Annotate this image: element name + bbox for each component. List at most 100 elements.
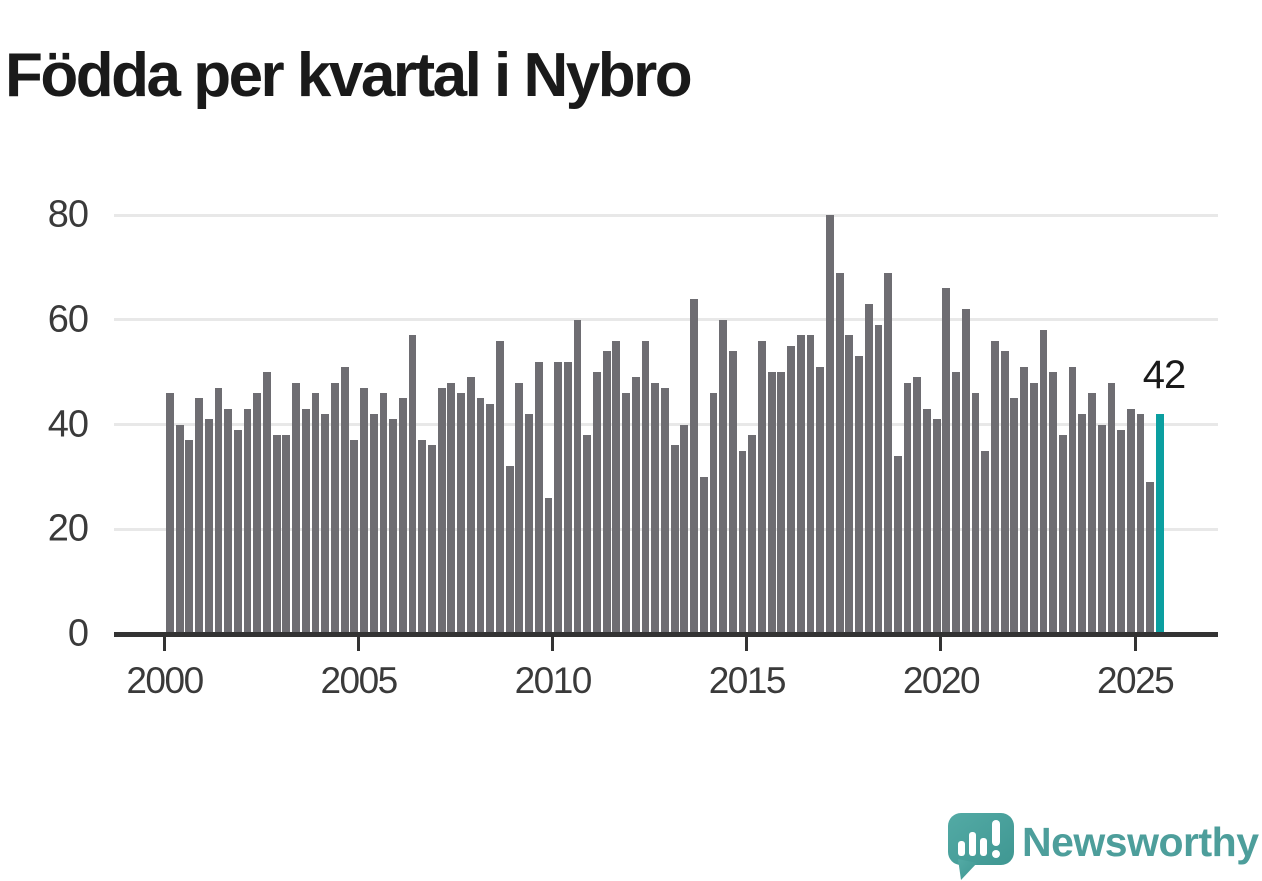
x-tick-2025: [1133, 637, 1137, 651]
bar: [1049, 372, 1058, 634]
bar: [690, 298, 698, 634]
bar: [777, 372, 786, 634]
bar: [408, 335, 417, 634]
bar: [932, 419, 941, 634]
bar: [311, 393, 320, 634]
bar: [651, 382, 660, 634]
x-axis-label-2010: 2010: [514, 660, 593, 701]
bar: [1097, 424, 1106, 634]
y-axis-label-80: 80: [47, 193, 89, 236]
bar: [981, 450, 990, 634]
bar: [204, 419, 213, 634]
bar: [1117, 429, 1125, 634]
bar: [573, 319, 582, 634]
bar: [563, 361, 572, 634]
bar: [748, 434, 757, 634]
bar: [233, 429, 242, 634]
bar: [515, 382, 524, 634]
bar: [796, 335, 805, 634]
bar: [1146, 482, 1155, 634]
x-tick-2015: [745, 637, 749, 651]
bar: [961, 309, 970, 634]
bar: [1078, 414, 1087, 634]
x-tick-2000: [163, 637, 166, 651]
bar: [903, 382, 912, 634]
y-axis-label-0: 0: [67, 612, 89, 655]
y-axis-label-20: 20: [47, 507, 89, 550]
bar: [767, 372, 776, 634]
gridline-60: [114, 318, 1218, 322]
bar: [350, 440, 359, 634]
bar: [884, 272, 893, 634]
bar: [175, 424, 184, 634]
x-tick-2010: [551, 637, 555, 651]
bar: [486, 403, 495, 634]
bar: [1126, 408, 1135, 634]
bar: [1068, 366, 1077, 634]
bar: [709, 393, 718, 634]
bar: [224, 408, 233, 634]
bar: [1088, 393, 1096, 634]
page-title: Födda per kvartal i Nybro: [5, 40, 693, 110]
x-axis-label-2015: 2015: [708, 660, 787, 701]
bar: [1039, 330, 1048, 634]
y-axis-label-40: 40: [47, 403, 89, 446]
bar: [661, 387, 669, 634]
bar: [612, 340, 621, 634]
bar: [437, 387, 446, 634]
bar: [331, 382, 339, 634]
bar: [942, 288, 951, 634]
bar: [360, 387, 368, 634]
bar: [214, 387, 223, 634]
newsworthy-branding: Newsworthy: [948, 813, 1262, 880]
x-axis-line: [114, 632, 1218, 637]
bar: [1010, 398, 1019, 634]
bar: [466, 377, 475, 634]
bar: [631, 377, 640, 634]
x-tick-2005: [357, 637, 361, 651]
bar: [525, 414, 533, 634]
bar: [1020, 366, 1028, 634]
bar: [971, 393, 980, 634]
bar: [428, 445, 436, 634]
bar: [272, 434, 281, 634]
x-axis-label-2020: 2020: [902, 660, 981, 701]
bar: [1029, 382, 1038, 634]
bar: [787, 345, 795, 634]
bar: [554, 361, 563, 634]
bar: [602, 351, 611, 634]
bar: [826, 215, 834, 634]
x-axis-label-2005: 2005: [320, 660, 398, 701]
bar: [496, 340, 504, 634]
bar: [195, 398, 203, 634]
bar: [670, 445, 679, 634]
newsworthy-wordmark: Newsworthy: [1022, 819, 1259, 865]
bar: [583, 434, 592, 634]
bar: [253, 393, 262, 634]
bar: [398, 398, 407, 634]
bar: [874, 324, 883, 634]
bar: [816, 366, 825, 634]
bar: [457, 393, 465, 634]
bar: [1107, 382, 1116, 634]
newsworthy-logo-icon: [948, 813, 1014, 880]
x-tick-2020: [939, 637, 943, 651]
bar: [476, 398, 485, 634]
bar: [699, 476, 708, 634]
x-axis-label-2000: 2000: [126, 660, 204, 701]
bar: [835, 272, 844, 634]
bar: [243, 408, 252, 634]
bar: [1000, 351, 1009, 634]
bar: [855, 356, 863, 634]
bar: [185, 440, 194, 634]
bar: [379, 393, 388, 634]
bar: [758, 340, 766, 634]
bar: [389, 419, 398, 634]
x-axis-label-2025: 2025: [1096, 660, 1175, 701]
bar: [806, 335, 815, 634]
bar: [166, 393, 174, 634]
bar: [728, 351, 737, 634]
bar: [282, 434, 291, 634]
bar: [680, 424, 689, 634]
